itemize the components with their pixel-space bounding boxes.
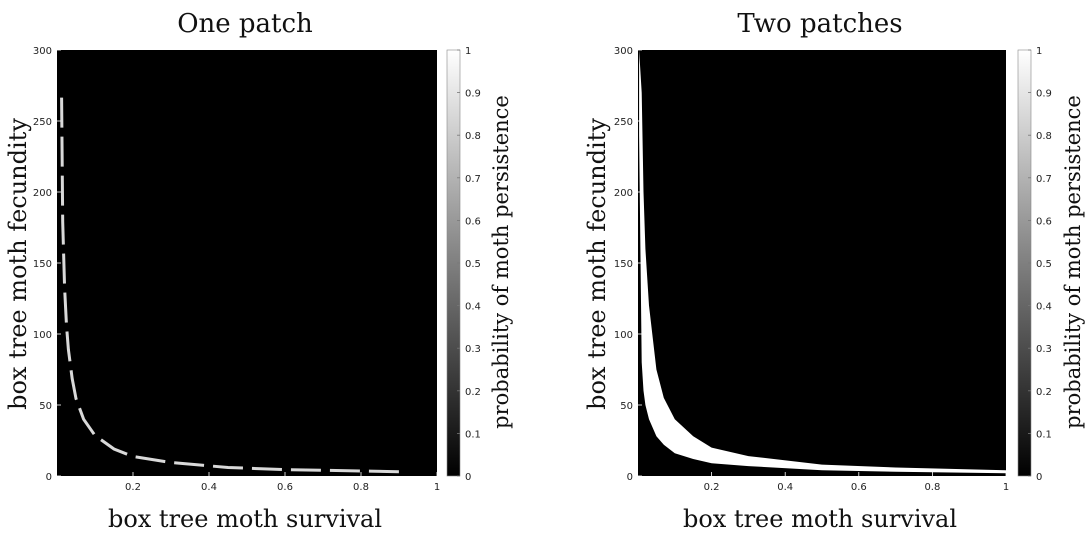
persistence-band xyxy=(60,97,400,474)
x-tick-label: 1 xyxy=(434,482,440,493)
x-tick-label: 0.6 xyxy=(851,482,867,493)
colorbar-tick-label: 0 xyxy=(1036,472,1042,483)
x-tick-label: 0.4 xyxy=(201,482,217,493)
colorbar-tick-label: 0.9 xyxy=(465,89,481,100)
colorbar-tick-label: 1 xyxy=(1036,46,1042,57)
colorbar-tick-label: 0.5 xyxy=(465,259,481,270)
colorbar-tick-label: 0.3 xyxy=(1036,344,1052,355)
colorbar-tick-label: 0.7 xyxy=(465,174,481,185)
y-tick-label: 300 xyxy=(614,46,633,57)
colorbar-tick-label: 0.6 xyxy=(465,216,481,227)
colorbar-tick-label: 0.8 xyxy=(465,131,481,142)
y-tick-label: 100 xyxy=(614,330,633,341)
colorbar-tick-label: 0.3 xyxy=(465,344,481,355)
colorbar-tick-label: 0.4 xyxy=(465,302,481,313)
chart-title: One patch xyxy=(177,9,313,39)
colorbar-label: probability of moth persistence xyxy=(489,95,513,429)
y-tick-label: 300 xyxy=(33,46,52,57)
colorbar-tick-label: 0 xyxy=(465,472,471,483)
x-axis-label: box tree moth survival xyxy=(683,505,957,533)
y-tick-label: 0 xyxy=(46,472,52,483)
heatmap-background xyxy=(638,50,1006,476)
colorbar-tick-label: 0.4 xyxy=(1036,302,1052,313)
colorbar-tick-label: 0.9 xyxy=(1036,89,1052,100)
y-tick-label: 250 xyxy=(33,117,52,128)
x-axis-label: box tree moth survival xyxy=(108,505,382,533)
x-tick-label: 0.8 xyxy=(353,482,369,493)
y-tick-label: 50 xyxy=(39,401,52,412)
colorbar-tick-label: 0.1 xyxy=(1036,429,1052,440)
colorbar-tick-label: 0.1 xyxy=(465,429,481,440)
chart-panel-1: 0.2 0.4 0.6 0.8 1 0 50 100 150 200 250 300 One patch… xyxy=(4,9,513,533)
colorbar-tick-label: 0.7 xyxy=(1036,174,1052,185)
y-tick-label: 150 xyxy=(614,259,633,270)
y-tick-label: 50 xyxy=(620,401,633,412)
y-tick-label: 200 xyxy=(614,188,633,199)
y-tick-label: 150 xyxy=(33,259,52,270)
colorbar-tick-label: 0.8 xyxy=(1036,131,1052,142)
colorbar-tick-label: 0.2 xyxy=(465,387,481,398)
y-tick-label: 200 xyxy=(33,188,52,199)
x-tick-label: 0.2 xyxy=(125,482,141,493)
colorbar-tick-label: 0.5 xyxy=(1036,259,1052,270)
x-tick-label: 1 xyxy=(1003,482,1009,493)
y-axis-label: box tree moth fecundity xyxy=(583,118,611,410)
y-tick-label: 0 xyxy=(627,472,633,483)
y-tick-label: 250 xyxy=(614,117,633,128)
y-axis-label: box tree moth fecundity xyxy=(4,118,32,410)
colorbar-tick-label: 0.6 xyxy=(1036,216,1052,227)
chart-title: Two patches xyxy=(737,9,902,39)
colorbar-tick-label: 0.2 xyxy=(1036,387,1052,398)
chart-panel-2: 0.2 0.4 0.6 0.8 1 0 50 100 150 200 250 300 Two patch… xyxy=(583,9,1085,533)
persistence-band xyxy=(639,50,1006,474)
heatmap-background xyxy=(57,50,437,476)
x-tick-label: 0.8 xyxy=(924,482,940,493)
x-tick-label: 0.4 xyxy=(777,482,793,493)
x-tick-label: 0.6 xyxy=(277,482,293,493)
y-tick-label: 100 xyxy=(33,330,52,341)
colorbar-label: probability of moth persistence xyxy=(1061,95,1085,429)
colorbar-tick-label: 1 xyxy=(465,46,471,57)
x-tick-label: 0.2 xyxy=(704,482,720,493)
